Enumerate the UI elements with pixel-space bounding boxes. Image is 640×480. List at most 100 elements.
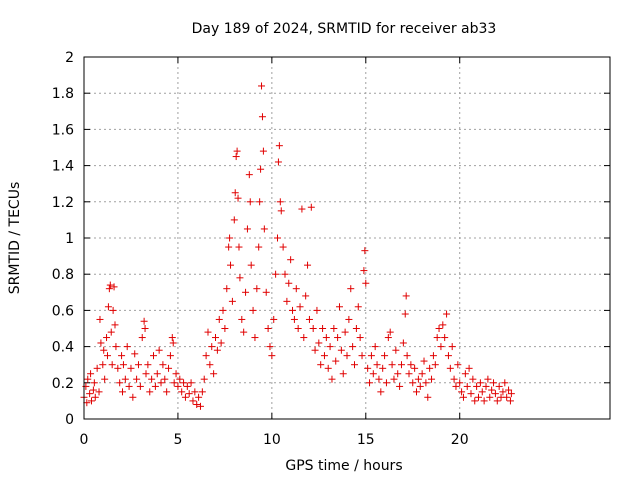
data-point [180,379,188,387]
data-point [429,352,437,360]
data-point [422,379,430,387]
data-point [507,390,515,398]
data-point [362,279,370,287]
data-point [289,306,297,314]
data-point [309,325,317,332]
data-point [258,113,266,121]
data-point [285,279,293,287]
data-point [262,288,270,296]
data-point [315,339,323,347]
data-point [225,243,233,251]
data-point [193,401,201,409]
data-point [134,361,142,369]
data-point [84,375,92,383]
data-point [482,382,490,390]
data-point [367,352,375,360]
data-point [87,370,95,378]
x-tick-label: 10 [263,432,281,448]
data-point [89,386,97,394]
data-point [232,153,240,161]
data-point [392,346,400,354]
data-point [334,334,342,342]
data-point [91,393,99,401]
data-point [256,198,264,206]
data-point [296,303,304,311]
data-point [307,203,315,211]
data-point [503,393,511,401]
data-point [274,158,282,166]
y-tick-label: 1.4 [52,159,74,175]
data-point [168,334,176,342]
data-point [298,205,306,213]
data-point [495,382,503,390]
data-point [358,352,366,360]
data-point [109,306,117,314]
data-point [257,165,265,173]
data-point [277,207,285,215]
data-point [253,285,261,293]
data-point [270,315,278,323]
axis-ticks: 00.20.40.60.811.21.41.61.820 5 10 15 20 [52,50,610,448]
data-point [339,370,347,378]
data-point [388,361,396,369]
data-point [234,194,242,202]
data-point [467,390,475,398]
data-point [441,334,449,342]
data-point [381,352,389,360]
data-point [142,370,150,378]
data-point [242,288,250,296]
data-point [347,285,355,293]
data-point [443,310,451,318]
data-point [196,402,204,410]
data-point [105,285,113,293]
data-point [335,303,343,311]
y-tick-label: 1.2 [52,195,74,211]
data-point [281,270,289,278]
data-point [402,292,410,300]
data-point [95,388,103,396]
data-point [361,247,369,255]
data-point [243,225,251,233]
data-point [187,379,195,387]
data-point [140,317,148,325]
data-point [93,364,101,372]
data-point [245,171,253,179]
data-point [375,375,383,383]
data-point [294,325,302,332]
y-tick-label: 0.4 [52,340,74,356]
data-point [264,325,272,332]
data-point [463,382,471,390]
x-axis-label: GPS time / hours [285,458,402,474]
data-point [300,334,308,342]
data-point [106,281,114,289]
data-point [343,352,351,360]
data-point [435,325,443,332]
data-point [236,274,244,282]
data-point [304,261,312,269]
x-tick-label: 5 [173,432,182,448]
data-point [238,315,246,323]
chart-title: Day 189 of 2024, SRMTID for receiver ab3… [192,21,497,37]
data-point [324,364,332,372]
data-point [146,388,154,396]
data-point [119,388,127,396]
data-point [231,189,239,197]
data-point [488,386,496,394]
data-point [157,379,165,387]
data-point [420,357,428,365]
data-point [322,334,330,342]
data-point [433,334,441,342]
data-point [366,379,374,387]
data-point [424,393,432,401]
data-point [386,328,394,336]
data-point [501,379,509,387]
data-point [100,346,108,354]
data-point [153,370,161,378]
data-point [174,382,182,390]
data-point [473,382,481,390]
data-point [221,325,229,332]
data-point [450,375,458,383]
data-point [480,397,488,405]
y-tick-label: 0.2 [52,376,74,392]
data-point [411,364,419,372]
